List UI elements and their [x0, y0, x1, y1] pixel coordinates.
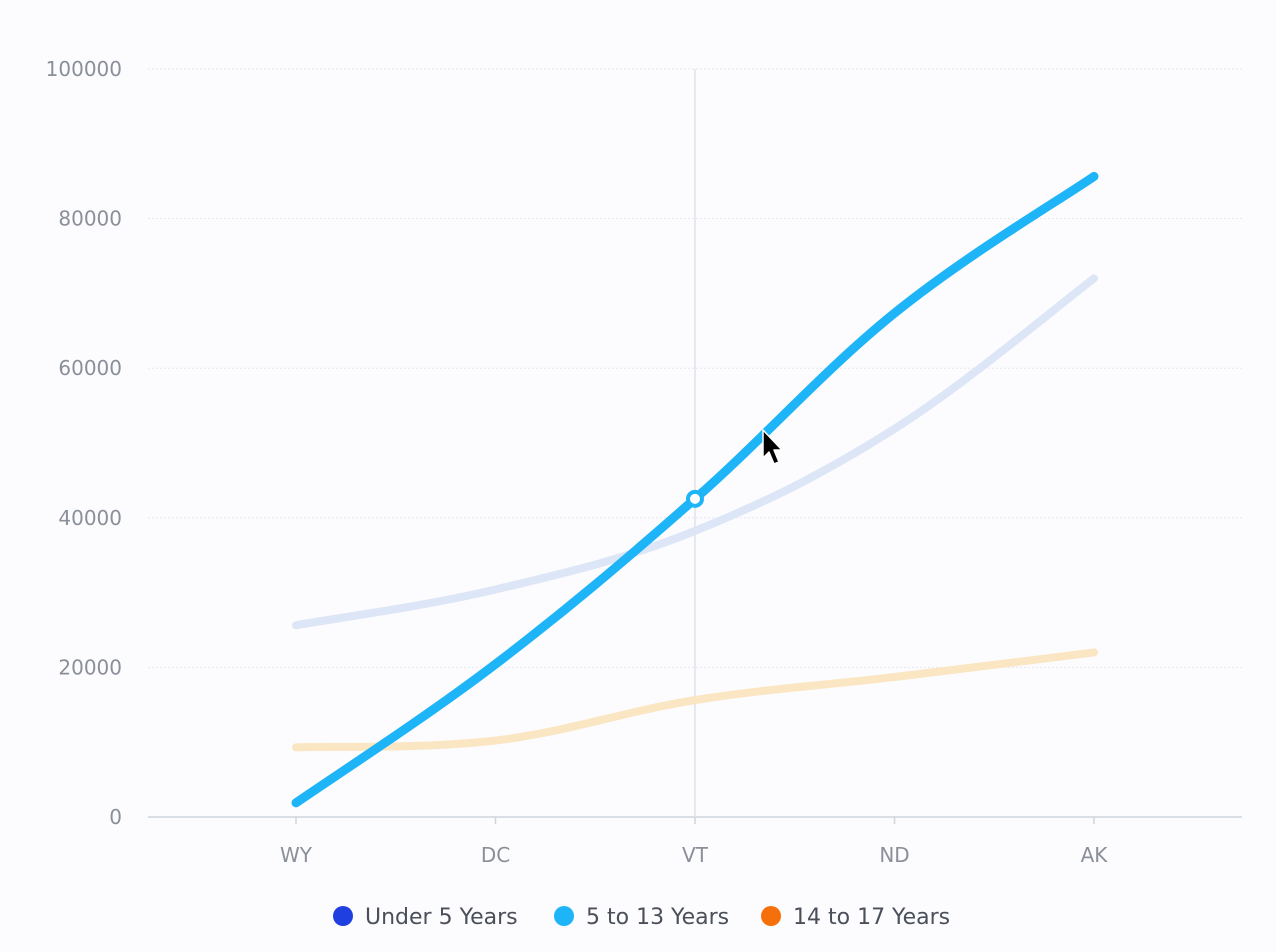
y-axis: 0 20000 40000 60000 80000 100000	[46, 57, 122, 829]
legend-marker	[333, 906, 353, 926]
y-tick-label: 80000	[58, 207, 122, 231]
x-tick-label: ND	[879, 843, 909, 867]
legend-label: 5 to 13 Years	[586, 905, 729, 930]
y-tick-label: 20000	[58, 655, 122, 679]
hover-markers[interactable]	[686, 489, 704, 508]
y-tick-label: 40000	[58, 506, 122, 530]
legend-item-5-to-13-years[interactable]: 5 to 13 Years	[554, 905, 729, 930]
x-tick-label: VT	[682, 843, 709, 867]
y-tick-label: 60000	[58, 356, 122, 380]
legend-label: Under 5 Years	[365, 905, 518, 930]
x-axis: WY DC VT ND AK	[148, 816, 1242, 867]
legend-label: 14 to 17 Years	[793, 905, 950, 930]
hover-point-marker[interactable]	[686, 489, 704, 508]
mouse-cursor	[762, 429, 783, 465]
legend-item-14-to-17-years[interactable]: 14 to 17 Years	[761, 905, 950, 930]
x-tick-label: DC	[481, 843, 510, 867]
legend[interactable]: Under 5 Years 5 to 13 Years 14 to 17 Years	[333, 905, 950, 930]
cursor-arrow-icon	[762, 429, 783, 465]
legend-item-under-5-years[interactable]: Under 5 Years	[333, 905, 518, 930]
legend-marker	[554, 906, 574, 926]
legend-marker	[761, 906, 781, 926]
x-tick-label: AK	[1081, 843, 1109, 867]
y-tick-label: 0	[109, 805, 122, 829]
series-line-under-5-years[interactable]	[292, 274, 1098, 630]
x-tick-label: WY	[280, 843, 313, 867]
y-tick-label: 100000	[46, 57, 122, 81]
series-line-14-to-17-years[interactable]	[292, 648, 1098, 752]
